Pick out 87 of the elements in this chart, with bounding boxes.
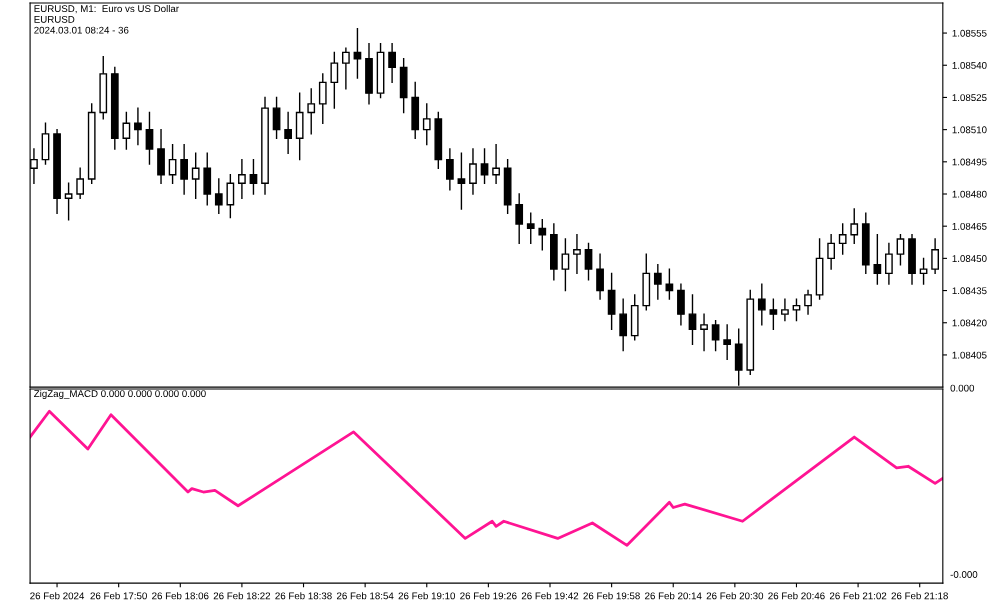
candlestick (422, 103, 431, 146)
candlestick (191, 152, 200, 199)
candlestick (619, 298, 628, 352)
x-tick-label: 26 Feb 21:02 (829, 592, 887, 600)
candlestick (134, 107, 142, 146)
candlestick (885, 242, 893, 285)
candlestick (64, 182, 73, 221)
candlestick (827, 234, 836, 270)
x-tick-label: 26 Feb 20:14 (645, 592, 702, 600)
candlestick (723, 324, 732, 360)
x-tick-label: 26 Feb 19:26 (460, 592, 517, 600)
x-tick-label: 26 Feb 21:18 (891, 592, 948, 600)
candlestick (388, 43, 396, 84)
x-tick-label: 26 Feb 19:42 (521, 592, 579, 600)
candlestick (677, 283, 685, 326)
candlestick (469, 148, 477, 195)
candlestick (757, 283, 766, 326)
candlestick (457, 152, 466, 210)
y-tick-label: 1.08495 (952, 158, 987, 166)
x-tick-label: 26 Feb 20:30 (706, 592, 764, 600)
y-tick-label: 1.08555 (952, 29, 987, 37)
candlestick (342, 47, 350, 90)
y-tick-label: 1.08405 (952, 351, 987, 359)
candlestick (700, 313, 708, 352)
candlestick (445, 148, 454, 191)
chart-title: EURUSD, M1: Euro vs US Dollar (34, 4, 179, 14)
candlestick (838, 223, 847, 255)
candlestick (76, 167, 85, 199)
x-tick-label: 26 Feb 19:58 (583, 592, 640, 600)
x-tick-label: 26 Feb 18:54 (336, 592, 394, 600)
candlestick (769, 298, 778, 330)
candlestick (492, 143, 500, 184)
x-tick-label: 26 Feb 17:50 (90, 592, 147, 600)
text: -0.000 (950, 571, 978, 578)
candlestick (931, 238, 939, 275)
text: 0.000 (950, 384, 975, 392)
y-tick-label: 1.08435 (952, 287, 987, 295)
y-tick-label: 1.08450 (952, 255, 987, 262)
candlestick (919, 257, 928, 285)
y-tick-label: 1.08480 (952, 190, 987, 198)
candlestick (330, 51, 339, 109)
candlestick (122, 111, 131, 150)
candlestick (538, 219, 547, 251)
x-tick-label: 26 Feb 18:22 (213, 592, 271, 600)
candlestick (653, 264, 662, 300)
candlestick (896, 234, 905, 266)
candlestick (226, 173, 235, 219)
y-tick-label: 1.08525 (952, 94, 987, 102)
candlestick (249, 158, 258, 195)
candlestick (573, 234, 581, 275)
candlestick (804, 289, 812, 315)
candlestick (307, 88, 316, 135)
x-tick-label: 26 Feb 2024 (30, 592, 85, 600)
y-tick-label: 1.08540 (952, 61, 987, 69)
candlestick (318, 73, 327, 124)
candlestick (711, 319, 720, 352)
candlestick (515, 193, 524, 245)
candlestick (214, 178, 223, 215)
x-tick-label: 26 Feb 19:10 (398, 592, 456, 600)
x-tick-label: 26 Feb 20:46 (768, 592, 825, 600)
candlestick (353, 28, 362, 79)
candlestick (665, 268, 674, 300)
candlestick (480, 148, 489, 184)
candlestick (596, 253, 604, 300)
candlestick (792, 298, 801, 322)
candlestick (272, 96, 281, 139)
candlestick (180, 143, 189, 195)
candlestick (238, 158, 246, 199)
candlestick (850, 208, 859, 245)
candlestick (584, 242, 593, 281)
candlestick (688, 294, 697, 345)
candlestick (168, 143, 177, 184)
candlestick (526, 212, 535, 245)
text: EURUSD (34, 15, 75, 23)
chart-title: ZigZag_MACD 0.000 0.000 0.000 0.000 (34, 389, 206, 399)
x-tick-label: 26 Feb 18:06 (152, 592, 209, 600)
candlestick (284, 111, 292, 154)
y-tick-label: 1.08420 (952, 319, 987, 327)
candlestick (145, 111, 154, 165)
annotation: 2024.03.01 08:24 - 36 (34, 26, 129, 34)
y-tick-label: 1.08465 (952, 222, 987, 230)
candlestick (561, 238, 570, 292)
candlestick (781, 298, 789, 322)
x-tick-label: 26 Feb 18:38 (275, 592, 332, 600)
candlestick (873, 234, 882, 285)
candlestick (607, 272, 616, 330)
y-tick-label: 1.08510 (952, 126, 987, 134)
